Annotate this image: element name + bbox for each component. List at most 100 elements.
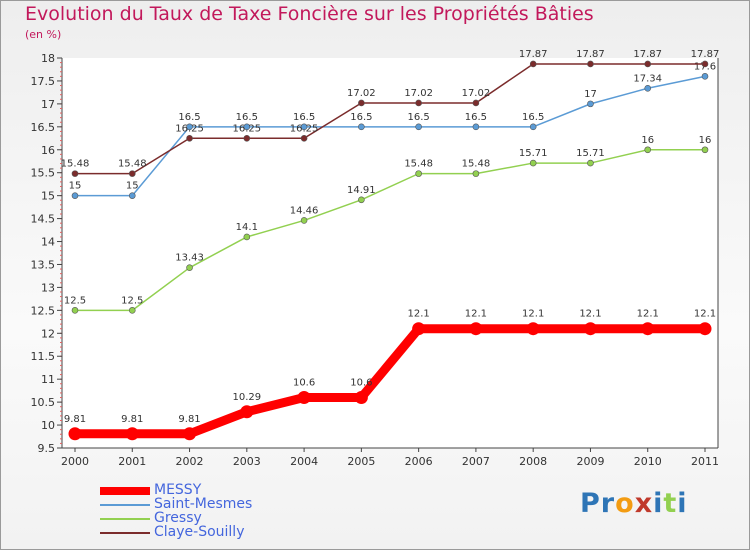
data-point xyxy=(300,134,308,142)
data-point xyxy=(583,322,597,336)
data-label: 14.91 xyxy=(347,185,376,196)
data-point xyxy=(68,427,82,441)
data-label: 13.43 xyxy=(175,253,204,264)
data-point xyxy=(71,170,79,177)
data-label: 15.71 xyxy=(519,148,548,159)
data-point xyxy=(529,159,537,167)
data-label: 16.25 xyxy=(175,123,204,134)
data-label: 10.6 xyxy=(293,378,315,389)
data-label: 12.5 xyxy=(64,295,86,306)
y-tick-label: 15.5 xyxy=(31,167,56,180)
data-label: 15.71 xyxy=(576,148,605,159)
y-tick-label: 16 xyxy=(41,144,55,157)
data-label: 10.29 xyxy=(232,392,261,403)
data-point xyxy=(415,99,422,107)
data-point xyxy=(415,123,422,131)
data-label: 17.02 xyxy=(404,88,433,99)
data-point xyxy=(300,217,308,224)
data-point xyxy=(183,427,197,441)
data-point xyxy=(529,123,537,131)
data-label: 12.1 xyxy=(694,309,716,320)
y-tick-label: 11 xyxy=(41,373,55,386)
data-point xyxy=(128,307,136,314)
axes xyxy=(61,58,719,449)
y-tick-label: 16.5 xyxy=(31,121,56,134)
data-point xyxy=(701,146,709,154)
data-label: 9.81 xyxy=(64,414,86,425)
data-label: 14.1 xyxy=(236,222,258,233)
data-label: 16.5 xyxy=(293,112,315,123)
legend-label: Gressy xyxy=(154,510,202,526)
legend-label: Claye-Souilly xyxy=(154,524,245,540)
series-line xyxy=(74,75,706,197)
x-tick-label: 2006 xyxy=(405,455,433,468)
data-point xyxy=(472,99,480,107)
y-tick-label: 17 xyxy=(41,98,55,111)
x-tick-label: 2011 xyxy=(691,455,719,468)
data-point xyxy=(300,123,308,131)
y-tick-label: 13 xyxy=(41,281,55,294)
data-label: 16.5 xyxy=(350,112,372,123)
data-label: 17.87 xyxy=(633,49,662,60)
logo-letter: P xyxy=(580,488,601,519)
data-label: 17.02 xyxy=(347,88,376,99)
data-label: 12.1 xyxy=(637,309,659,320)
data-point xyxy=(644,84,652,92)
x-tick-label: 2009 xyxy=(576,455,604,468)
data-point xyxy=(354,391,368,405)
y-tick-label: 10.5 xyxy=(31,396,56,409)
series-line xyxy=(74,63,706,175)
data-label: 16.5 xyxy=(522,112,544,123)
legend-label: MESSY xyxy=(154,482,202,498)
data-point xyxy=(412,322,426,336)
data-point xyxy=(71,192,79,199)
data-point xyxy=(358,196,365,204)
y-tick-label: 18 xyxy=(41,52,55,65)
series-saint-mesmes: 15 15 16.5 16.5 16.5 16.5 16.5 16.5 16.5 17 17.34 1… xyxy=(69,61,716,199)
data-label: 16.5 xyxy=(236,112,258,123)
data-label: 12.1 xyxy=(408,309,430,320)
data-point xyxy=(186,123,193,131)
data-label: 16.25 xyxy=(290,123,319,134)
legend-swatch xyxy=(100,532,150,534)
y-tick-label: 12.5 xyxy=(31,304,56,317)
x-tick-label: 2004 xyxy=(290,455,318,468)
y-tick-label: 14 xyxy=(41,236,55,249)
data-point xyxy=(71,307,79,314)
data-point xyxy=(644,146,652,154)
data-label: 10.6 xyxy=(350,378,372,389)
data-point xyxy=(186,134,193,142)
y-tick-label: 13.5 xyxy=(31,258,56,271)
data-label: 12.1 xyxy=(579,309,601,320)
legend-swatch xyxy=(100,504,150,506)
y-axis-unit-label: (en %) xyxy=(25,28,62,41)
data-label: 17.87 xyxy=(691,49,720,60)
data-point xyxy=(644,60,652,68)
x-tick-label: 2001 xyxy=(118,455,146,468)
data-point xyxy=(469,322,483,336)
data-point xyxy=(698,322,712,336)
proxiti-logo: Proxiti xyxy=(580,488,688,519)
series-claye-souilly: 15.48 15.48 16.25 16.25 16.25 17.02 17.02 17.02… xyxy=(61,49,720,177)
data-point xyxy=(358,99,365,107)
logo-letter: i xyxy=(677,488,688,519)
logo-letter: o xyxy=(615,488,635,519)
data-label: 17.02 xyxy=(462,88,491,99)
logo-letter: t xyxy=(663,488,678,519)
data-label: 14.46 xyxy=(290,205,319,216)
data-point xyxy=(240,405,254,419)
legend-swatch xyxy=(100,518,150,520)
data-point xyxy=(186,264,193,271)
data-label: 15.48 xyxy=(118,159,147,170)
data-point xyxy=(587,60,594,68)
data-label: 9.81 xyxy=(178,414,200,425)
legend-label: Saint-Mesmes xyxy=(154,496,253,512)
x-tick-label: 2002 xyxy=(176,455,204,468)
x-tick-label: 2007 xyxy=(462,455,490,468)
series-messy: 9.81 9.81 9.81 10.29 10.6 10.6 12.1 12.1 12.1 12.… xyxy=(64,309,716,441)
data-point xyxy=(125,427,139,441)
y-tick-label: 15 xyxy=(41,190,55,203)
data-point xyxy=(415,170,422,177)
data-label: 16.5 xyxy=(178,112,200,123)
